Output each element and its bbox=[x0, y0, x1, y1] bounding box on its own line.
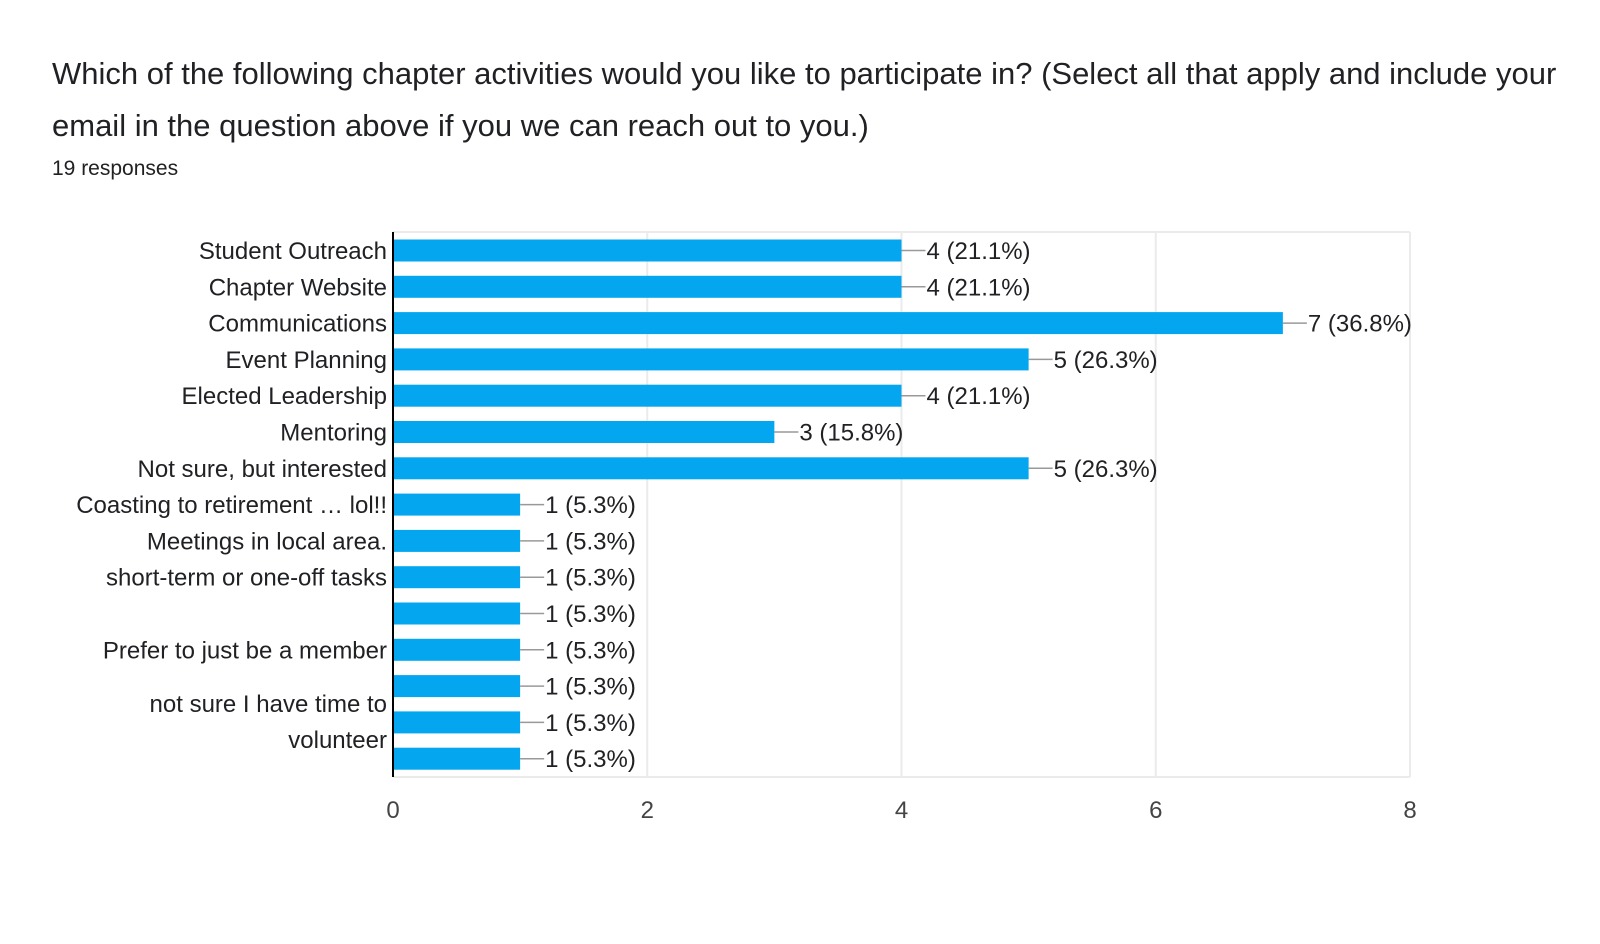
category-label: Chapter Website bbox=[209, 274, 387, 301]
data-label: 1 (5.3%) bbox=[545, 746, 636, 773]
x-tick-label: 0 bbox=[386, 797, 399, 824]
data-label: 3 (15.8%) bbox=[799, 420, 903, 447]
question-title: Which of the following chapter activitie… bbox=[52, 56, 1557, 143]
data-label: 5 (26.3%) bbox=[1054, 347, 1158, 374]
bar bbox=[393, 457, 1029, 480]
bar bbox=[393, 275, 902, 298]
bar bbox=[393, 602, 521, 625]
category-label: short-term or one-off tasks bbox=[106, 565, 387, 592]
category-label: Prefer to just be a member bbox=[103, 637, 387, 664]
bar bbox=[393, 421, 775, 443]
category-label: Not sure, but interested bbox=[138, 456, 387, 483]
bars bbox=[392, 232, 1307, 777]
data-label: 5 (26.3%) bbox=[1054, 456, 1158, 483]
data-label: 1 (5.3%) bbox=[545, 601, 636, 628]
data-label: 1 (5.3%) bbox=[545, 674, 636, 701]
data-label: 4 (21.1%) bbox=[927, 238, 1031, 265]
data-label: 1 (5.3%) bbox=[545, 492, 636, 519]
category-label: Communications bbox=[208, 311, 387, 338]
x-tick-label: 6 bbox=[1149, 797, 1162, 824]
x-tick-label: 4 bbox=[895, 797, 908, 824]
category-label: volunteer bbox=[288, 727, 387, 754]
category-label: not sure I have time to bbox=[150, 691, 387, 718]
category-label: Event Planning bbox=[226, 347, 387, 374]
bar bbox=[393, 348, 1029, 371]
data-label: 4 (21.1%) bbox=[927, 274, 1031, 301]
category-label: Elected Leadership bbox=[182, 383, 387, 410]
data-label: 1 (5.3%) bbox=[545, 710, 636, 737]
chart-header: Which of the following chapter activitie… bbox=[52, 48, 1572, 184]
data-label: 4 (21.1%) bbox=[927, 383, 1031, 410]
bar bbox=[393, 747, 521, 770]
labels: 0 2 4 6 8 4 (21.1%) Student Outreach 4 (21.1%) C… bbox=[76, 238, 1416, 824]
data-label: 1 (5.3%) bbox=[545, 637, 636, 664]
bar bbox=[393, 675, 521, 698]
data-label: 1 (5.3%) bbox=[545, 528, 636, 555]
bar bbox=[393, 239, 902, 262]
data-label: 1 (5.3%) bbox=[545, 565, 636, 592]
bar bbox=[393, 312, 1283, 335]
x-tick-label: 2 bbox=[641, 797, 654, 824]
category-label: Coasting to retirement … lol!! bbox=[76, 492, 387, 519]
data-label: 7 (36.8%) bbox=[1308, 311, 1412, 338]
bar bbox=[393, 711, 521, 734]
category-label: Mentoring bbox=[280, 420, 387, 447]
bar bbox=[393, 566, 521, 589]
bar bbox=[393, 493, 521, 516]
response-count: 19 responses bbox=[52, 157, 179, 180]
category-label: Student Outreach bbox=[199, 238, 387, 265]
x-tick-label: 8 bbox=[1403, 797, 1416, 824]
bar bbox=[393, 638, 521, 661]
bar bbox=[393, 384, 902, 407]
category-label: Meetings in local area. bbox=[147, 528, 387, 555]
bar bbox=[393, 529, 521, 552]
